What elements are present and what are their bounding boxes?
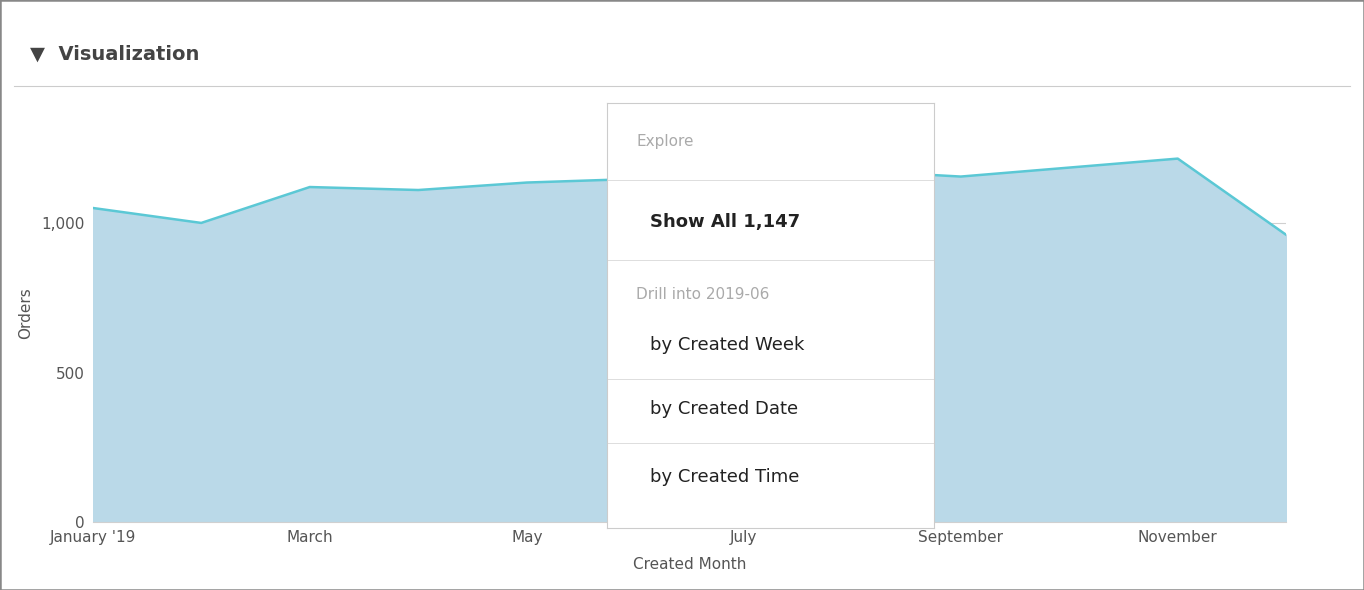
Text: Drill into 2019-06: Drill into 2019-06 xyxy=(637,287,769,302)
Y-axis label: Orders: Orders xyxy=(18,287,33,339)
Text: Explore: Explore xyxy=(637,134,694,149)
Text: Show All 1,147: Show All 1,147 xyxy=(649,213,799,231)
X-axis label: Created Month: Created Month xyxy=(633,556,746,572)
Text: by Created Time: by Created Time xyxy=(649,468,799,486)
Text: by Created Date: by Created Date xyxy=(649,400,798,418)
Text: ▼  Visualization: ▼ Visualization xyxy=(30,44,199,63)
Text: by Created Week: by Created Week xyxy=(649,336,803,355)
